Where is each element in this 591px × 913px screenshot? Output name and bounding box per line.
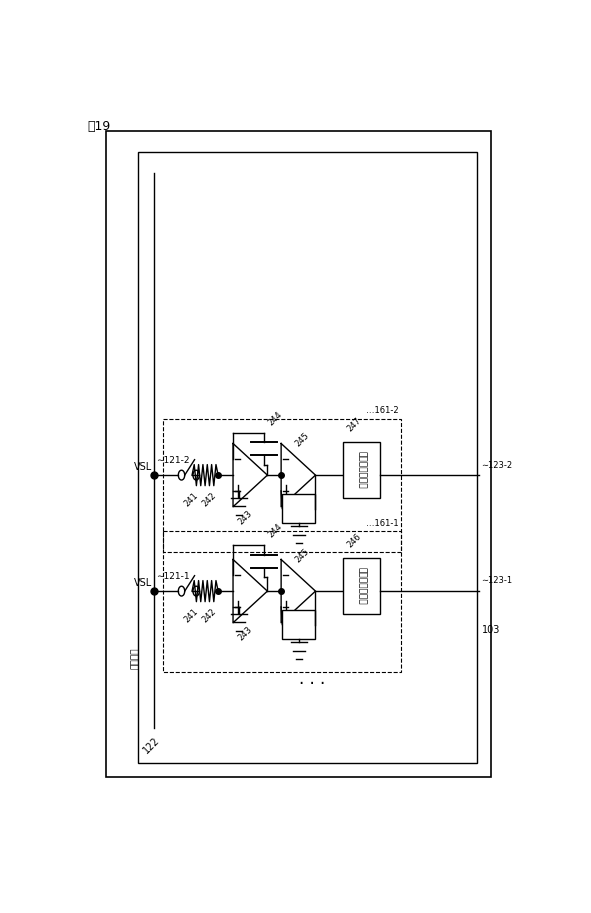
Text: 基準電源: 基準電源	[131, 647, 140, 668]
Text: ダウンカウンタ: ダウンカウンタ	[357, 451, 366, 489]
Bar	[138, 152, 477, 763]
Text: 244: 244	[266, 522, 284, 540]
Text: 242: 242	[201, 490, 218, 509]
Text: ∼121-1: ∼121-1	[156, 572, 190, 581]
Text: ∼121-2: ∼121-2	[156, 456, 190, 465]
Text: …161-2: …161-2	[366, 406, 399, 415]
Text: 247: 247	[346, 416, 363, 434]
Text: アップカウンタ: アップカウンタ	[357, 567, 366, 605]
Bar	[343, 442, 380, 498]
Bar	[163, 531, 401, 672]
Text: VSL: VSL	[134, 462, 152, 472]
Bar	[282, 611, 316, 638]
Bar	[163, 419, 401, 552]
Bar	[106, 131, 491, 777]
Text: 242: 242	[201, 606, 218, 624]
Text: 103: 103	[482, 624, 500, 635]
Text: . . .: . . .	[299, 670, 325, 688]
Text: ∼123-2: ∼123-2	[482, 460, 512, 469]
Text: 囲19: 囲19	[87, 121, 111, 133]
Bar	[282, 495, 316, 522]
Text: 243: 243	[236, 624, 254, 642]
Text: 244: 244	[266, 410, 284, 427]
Text: 241: 241	[182, 490, 200, 509]
Text: 243: 243	[236, 509, 254, 526]
Text: 122: 122	[142, 735, 162, 755]
Text: 245: 245	[294, 547, 311, 565]
Text: 246: 246	[346, 532, 363, 550]
Text: …161-1: …161-1	[366, 519, 399, 528]
Text: 241: 241	[182, 606, 200, 624]
Bar	[343, 558, 380, 614]
Text: 245: 245	[294, 431, 311, 449]
Text: VSL: VSL	[134, 578, 152, 588]
Text: ∼123-1: ∼123-1	[482, 576, 512, 585]
